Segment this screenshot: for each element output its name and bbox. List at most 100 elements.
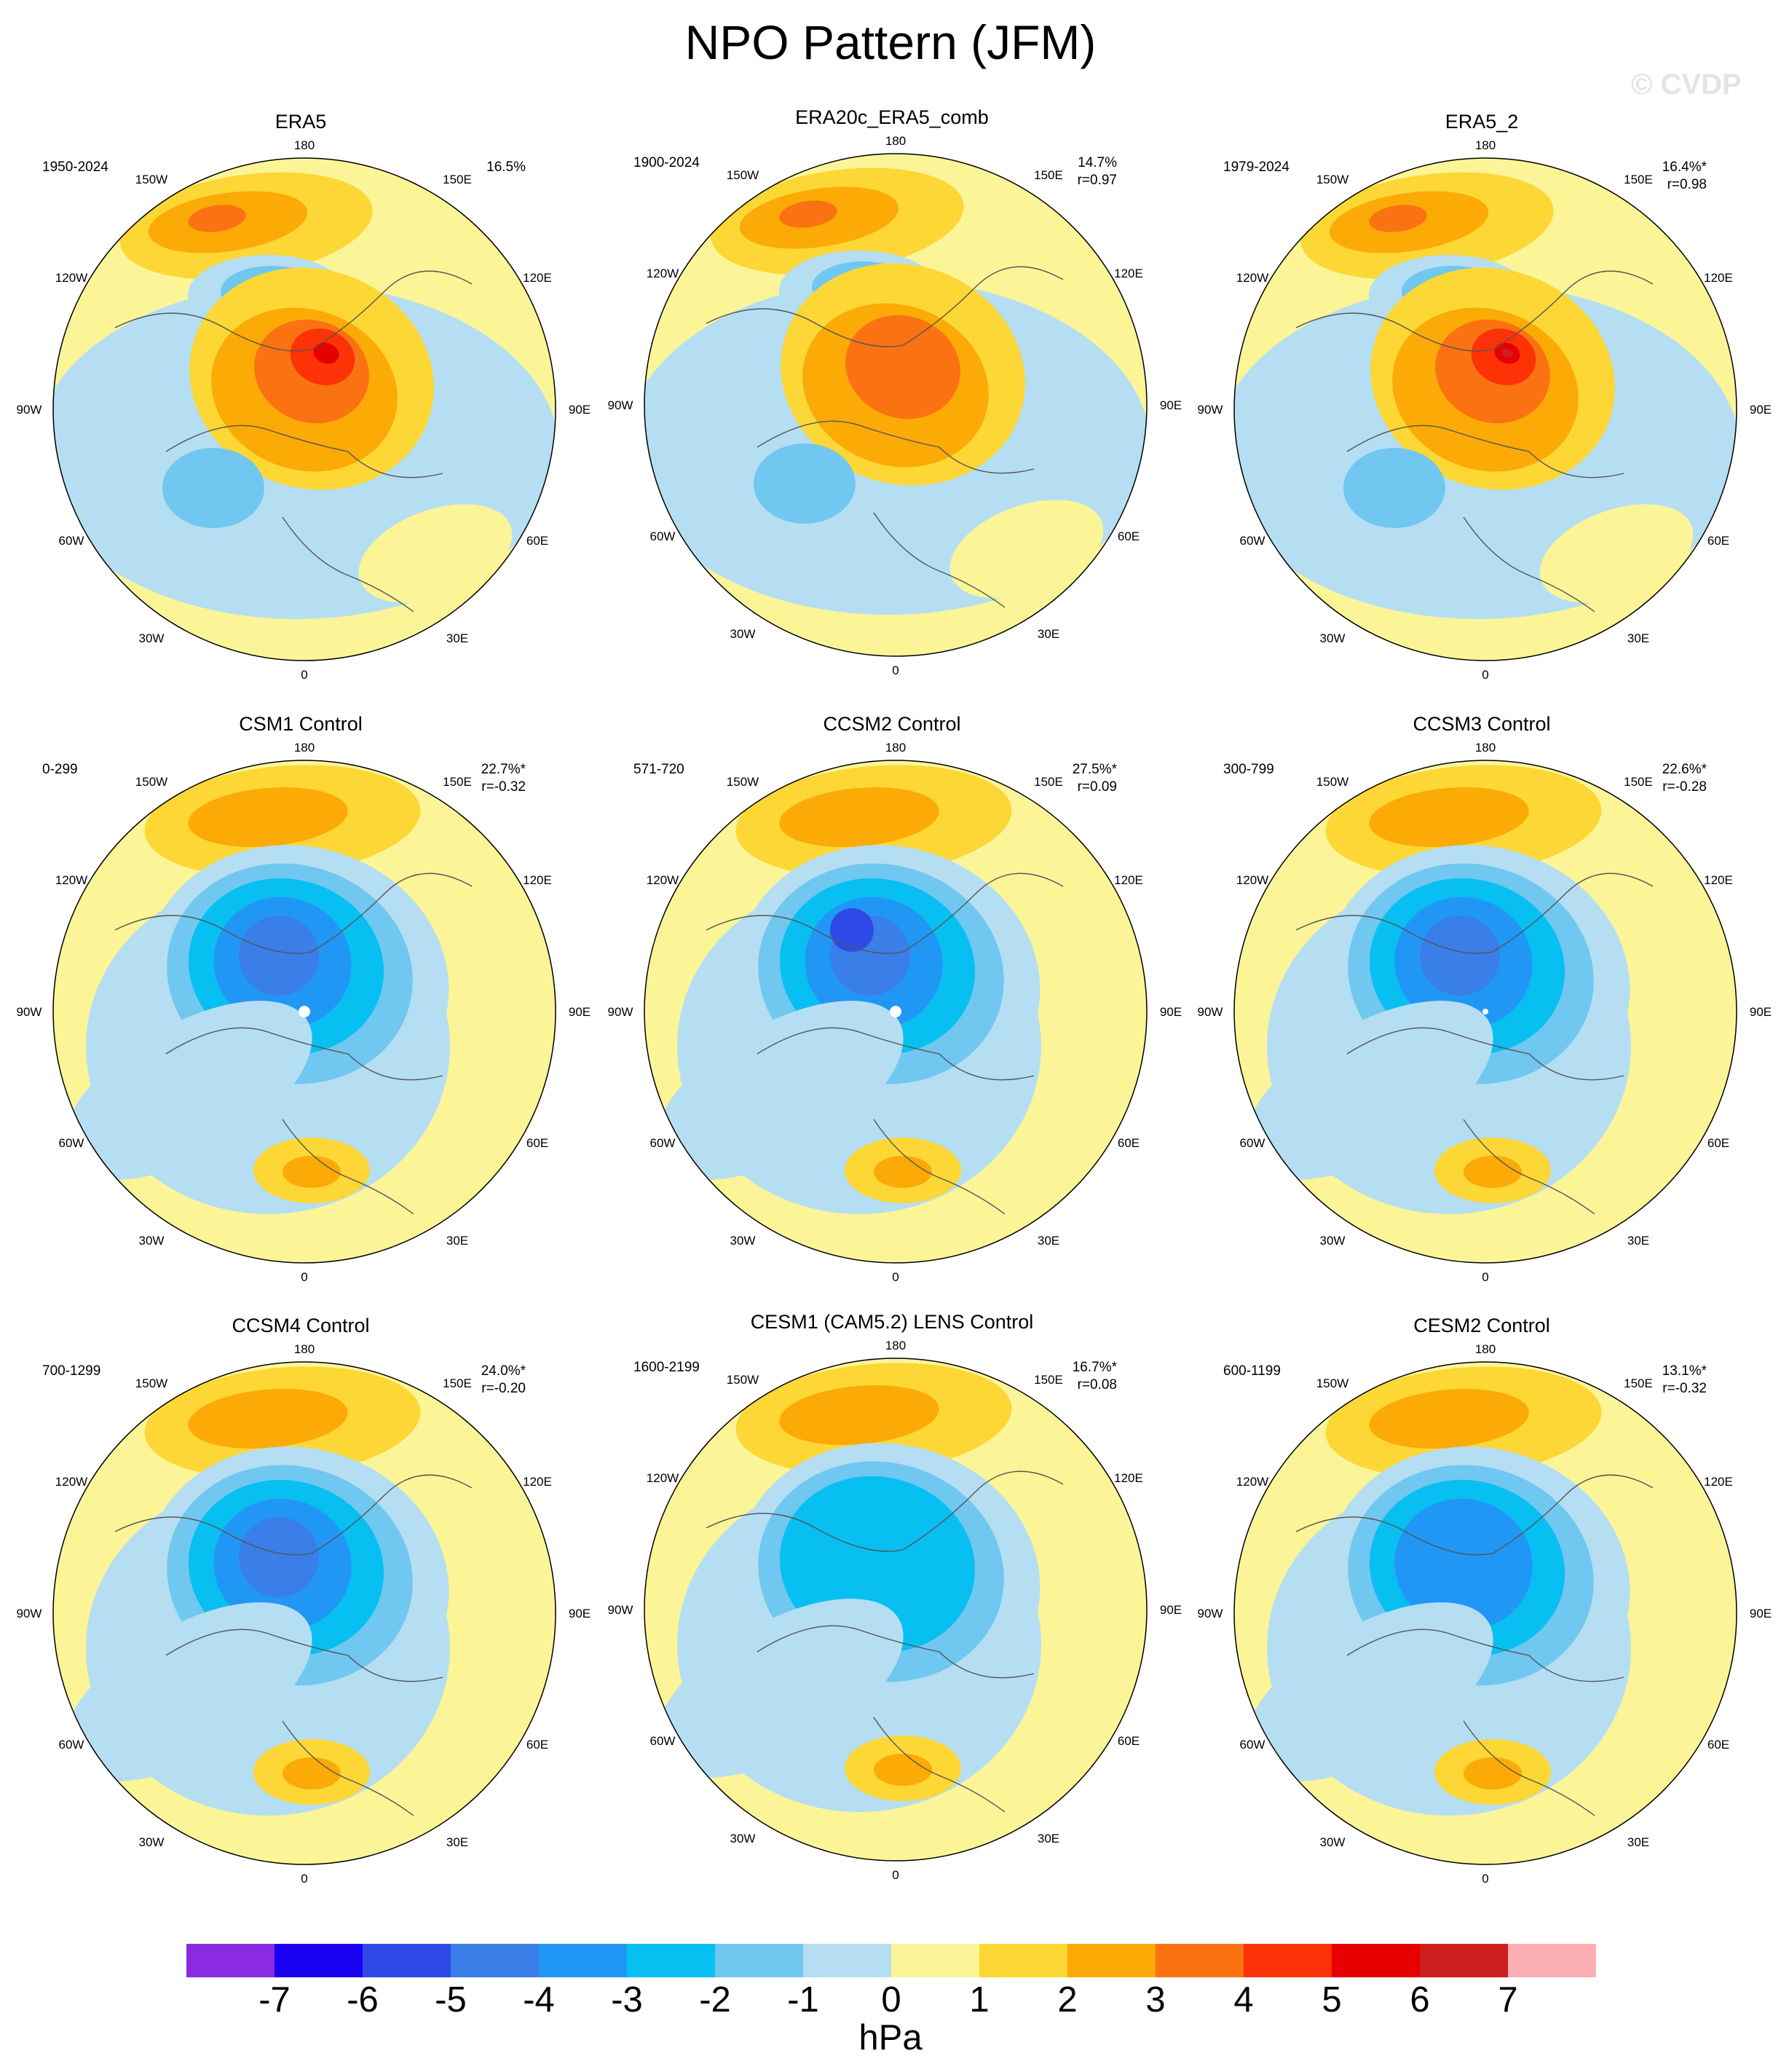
longitude-label: 150E (443, 1376, 472, 1390)
colorbar-tick-label: 2 (1057, 1980, 1078, 2020)
contour-fill (1369, 205, 1427, 232)
figure-title: NPO Pattern (JFM) (684, 15, 1097, 69)
panel-years: 700-1299 (42, 1363, 101, 1379)
longitude-label: 120W (647, 267, 679, 280)
coastlines (706, 1470, 1064, 1813)
pattern-correlation: r=0.09 (1077, 779, 1117, 795)
map-boundary (1233, 157, 1737, 661)
panel-title: CCSM4 Control (232, 1315, 370, 1336)
panel-title: CCSM2 Control (823, 713, 961, 735)
longitude-label: 120W (1236, 1475, 1268, 1489)
pattern-correlation: r=-0.32 (481, 779, 526, 795)
longitude-label: 120W (55, 1475, 87, 1489)
longitude-label: 120E (1704, 271, 1733, 285)
longitude-label: 150W (727, 1373, 759, 1387)
longitude-label: 0 (1482, 668, 1488, 682)
contour-fill (313, 342, 339, 364)
longitude-label: 0 (892, 663, 899, 677)
polar-map: 180 150E 120E 90E 60E 30E 0 30W 60W 90W 120W 150W (608, 134, 1182, 677)
polar-map: 180 150E 120E 90E 60E 30E 0 30W 60W 90W 120W 150W (1198, 138, 1772, 682)
contour-fill (779, 787, 939, 847)
contour-fill (283, 1757, 341, 1789)
variance-explained: 24.0%* (481, 1363, 526, 1379)
longitude-label: 90W (17, 1607, 42, 1620)
pattern-correlation: r=-0.28 (1662, 779, 1707, 795)
longitude-label: 90W (608, 1603, 633, 1617)
panel-stats: 22.6%* r=-0.28 (1662, 761, 1707, 796)
variance-explained: 14.7% (1078, 155, 1117, 170)
longitude-label: 90W (1198, 403, 1223, 417)
contour-fill (754, 444, 856, 524)
longitude-label: 150E (1034, 168, 1063, 182)
longitude-label: 180 (294, 138, 315, 152)
watermark: © CVDP (1631, 68, 1742, 101)
longitude-label: 0 (301, 668, 307, 682)
longitude-label: 30W (1320, 1234, 1346, 1248)
longitude-label: 150E (443, 173, 472, 186)
contour-fill (358, 504, 513, 603)
longitude-label: 120W (1236, 271, 1268, 285)
map-boundary (52, 760, 556, 1264)
panel-years: 1600-2199 (633, 1360, 700, 1375)
coastlines (114, 270, 473, 612)
longitude-label: 60E (1707, 1136, 1729, 1150)
variance-explained: 16.5% (486, 159, 526, 175)
longitude-label: 0 (892, 1868, 899, 1882)
longitude-label: 30W (1320, 631, 1346, 645)
longitude-label: 180 (1475, 138, 1496, 152)
longitude-label: 90W (608, 1005, 633, 1019)
polar-map: 180 150E 120E 90E 60E 30E 0 30W 60W 90W 120W 150W (608, 1339, 1182, 1882)
longitude-label: 90E (1160, 1005, 1182, 1019)
longitude-label: 30W (730, 1234, 756, 1248)
longitude-label: 60E (526, 1738, 548, 1752)
longitude-label: 0 (1482, 1872, 1488, 1886)
longitude-label: 60W (59, 1738, 84, 1752)
panel-stats: 16.4%* r=0.98 (1662, 159, 1707, 194)
map-panel: 180 150E 120E 90E 60E 30E 0 30W 60W 90W 120W 150W CS… (6, 712, 596, 1312)
colorbar-tick-label: -5 (435, 1980, 467, 2020)
map-boundary (644, 153, 1148, 657)
longitude-label: 150E (443, 775, 472, 789)
panel-title: ERA5_2 (1445, 111, 1519, 133)
longitude-label: 180 (1475, 741, 1496, 755)
panel-title: CESM1 (CAM5.2) LENS Control (750, 1311, 1034, 1333)
contour-fill (239, 1517, 319, 1597)
longitude-label: 60W (1240, 1136, 1265, 1150)
contour-fill (63, 1602, 312, 1781)
longitude-label: 30E (446, 1835, 468, 1849)
longitude-label: 150W (727, 775, 759, 789)
colorbar-tick-label: 1 (969, 1980, 990, 2020)
panel-years: 600-1199 (1223, 1363, 1281, 1379)
panel-years: 1950-2024 (42, 159, 108, 175)
colorbar-segment (891, 1944, 979, 1977)
coastlines (706, 872, 1064, 1215)
coastlines (1295, 270, 1654, 612)
longitude-label: 60W (1240, 534, 1265, 548)
pattern-correlation: r=0.98 (1667, 177, 1707, 192)
map-boundary (644, 760, 1148, 1264)
map-panel: 180 150E 120E 90E 60E 30E 0 30W 60W 90W 120W 150W CE… (597, 1309, 1187, 1910)
longitude-label: 90W (17, 1005, 42, 1019)
longitude-label: 120E (523, 1475, 552, 1489)
colorbar (186, 1944, 1596, 1977)
longitude-label: 180 (1475, 1342, 1496, 1356)
longitude-label: 120W (647, 873, 679, 887)
longitude-label: 150E (1624, 173, 1653, 186)
longitude-label: 60E (1118, 529, 1140, 543)
contour-fill (162, 448, 264, 528)
longitude-label: 180 (885, 741, 906, 755)
contour-fill (188, 787, 348, 847)
map-panel: 180 150E 120E 90E 60E 30E 0 30W 60W 90W 120W 150W CC… (6, 1313, 596, 1914)
colorbar-segment (363, 1944, 451, 1977)
variance-explained: 16.4%* (1662, 159, 1707, 175)
longitude-label: 120E (1704, 1475, 1733, 1489)
panel-stats: 27.5%* r=0.09 (1073, 761, 1117, 796)
panel-title: ERA20c_ERA5_comb (795, 106, 989, 128)
longitude-label: 60W (650, 1734, 676, 1748)
longitude-label: 0 (1482, 1270, 1488, 1284)
colorbar-segment (275, 1944, 363, 1977)
contour-fill (830, 908, 874, 952)
colorbar-tick-label: -4 (523, 1980, 555, 2020)
longitude-label: 30W (730, 1832, 756, 1846)
contour-fill (1244, 1602, 1493, 1781)
